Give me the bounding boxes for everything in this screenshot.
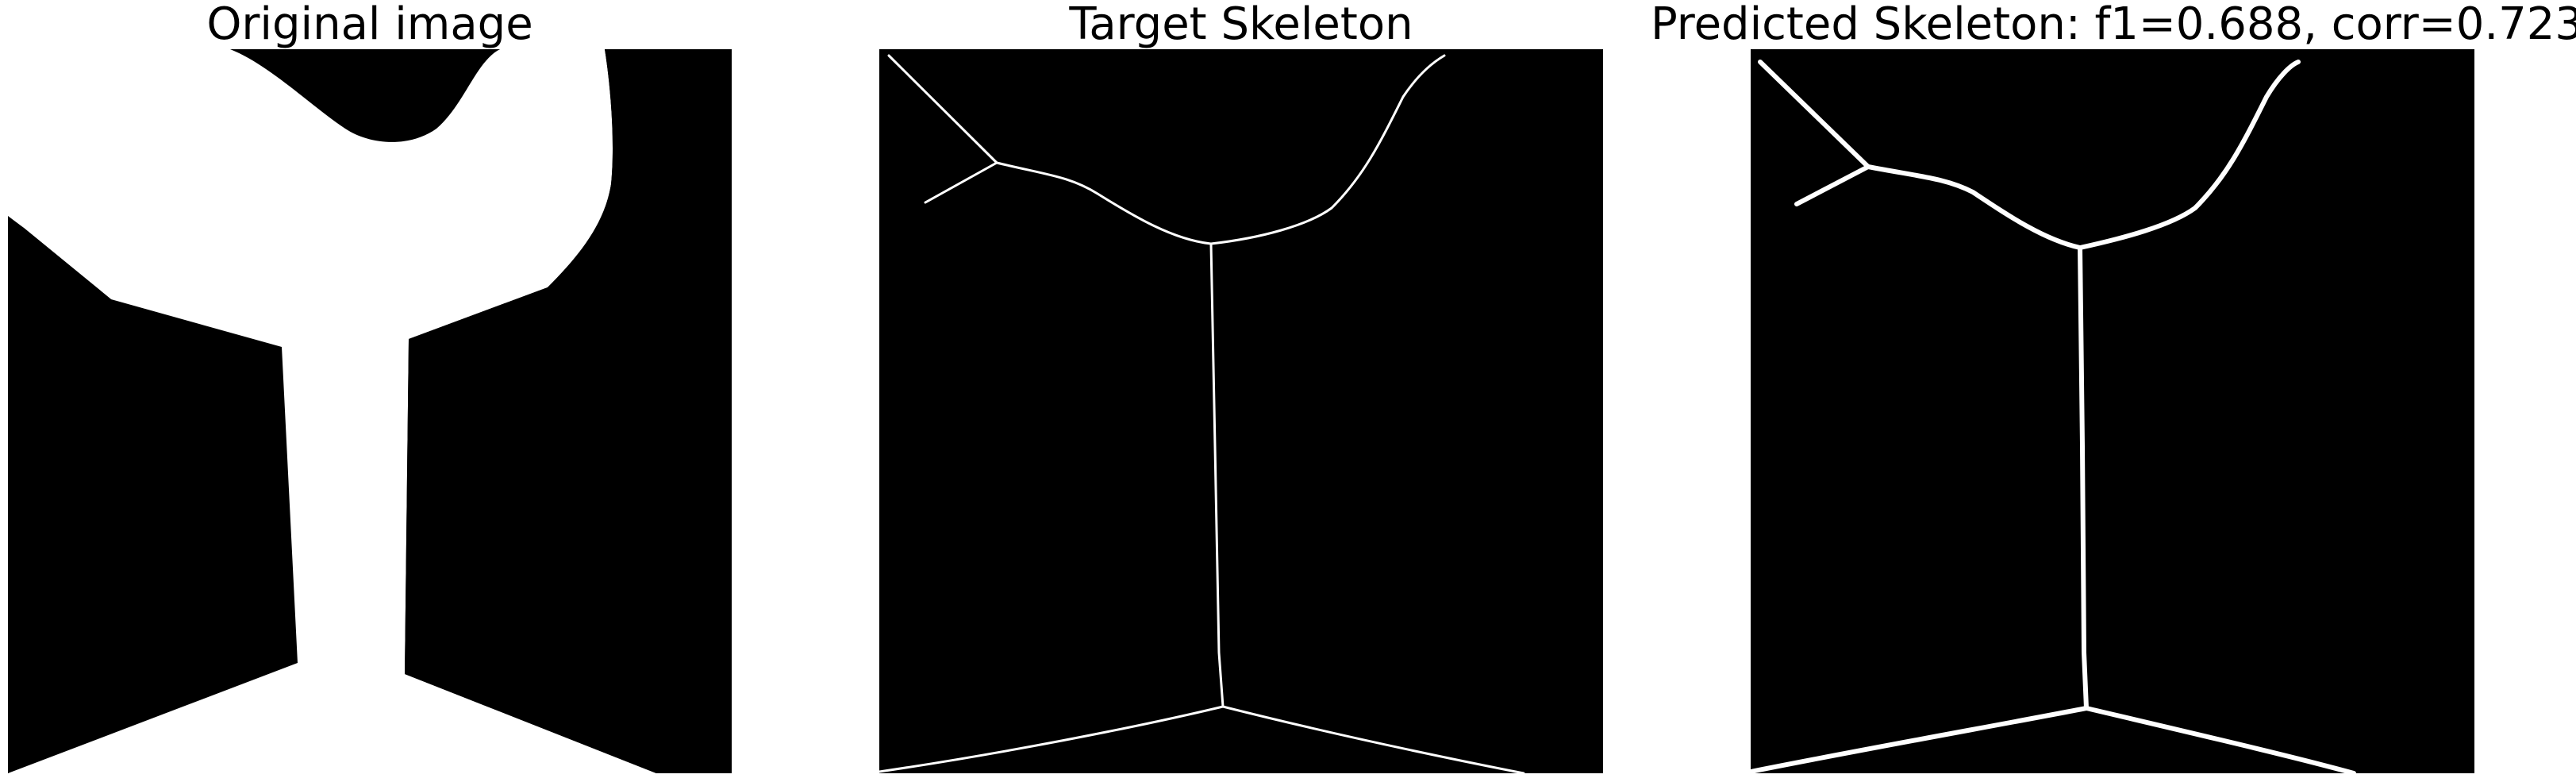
predicted-branch-right — [2078, 60, 2301, 250]
original-image-panel — [8, 49, 732, 773]
predicted-branch-left-short — [1794, 164, 1870, 206]
predicted-base-right — [2084, 706, 2356, 773]
panel-title-predicted: Predicted Skeleton: f1=0.688, corr=0.723 — [1651, 0, 2576, 50]
predicted-skeleton-background — [1751, 49, 2474, 773]
predicted-branch-upper-left — [1758, 60, 1870, 169]
original-image-right-void — [405, 49, 732, 773]
target-base-right — [1221, 705, 1525, 773]
target-skeleton-lines — [879, 54, 1525, 773]
target-branch-left-short — [924, 161, 998, 204]
target-branch-mid-left — [995, 161, 1213, 245]
target-skeleton-panel — [879, 49, 1603, 773]
target-branch-right — [1209, 54, 1446, 245]
original-image-top-void — [230, 49, 500, 142]
predicted-base-left — [1751, 706, 2089, 773]
target-trunk — [1209, 242, 1225, 708]
predicted-skeleton-lines — [1751, 60, 2356, 773]
panel-title-original: Original image — [206, 0, 533, 50]
target-base-left — [879, 705, 1225, 773]
target-skeleton-background — [879, 49, 1603, 773]
target-branch-upper-left — [887, 54, 998, 164]
panel-title-target: Target Skeleton — [1069, 0, 1413, 50]
predicted-branch-mid-left — [1866, 164, 2082, 250]
original-image-left-void — [8, 218, 298, 773]
predicted-trunk — [2078, 245, 2089, 711]
predicted-skeleton-panel — [1751, 49, 2474, 773]
